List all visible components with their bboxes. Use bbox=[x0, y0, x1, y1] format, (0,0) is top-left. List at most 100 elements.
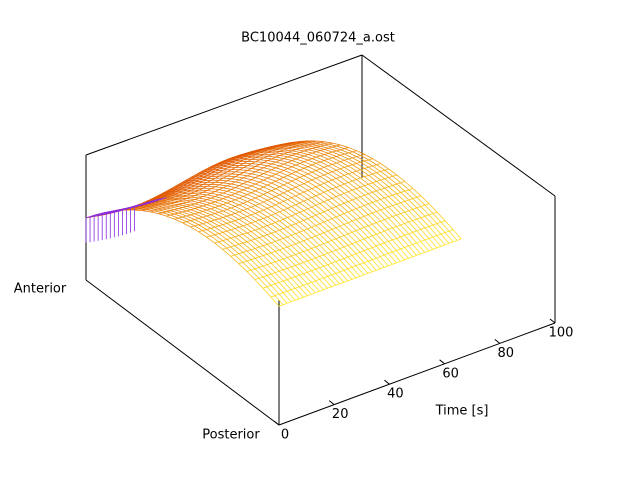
surface-line bbox=[195, 180, 204, 183]
surface-line bbox=[307, 181, 317, 188]
surface-line bbox=[170, 194, 179, 197]
surface-line bbox=[263, 209, 272, 216]
surface-line bbox=[283, 192, 292, 199]
surface-line bbox=[174, 185, 184, 189]
surface-line bbox=[207, 177, 216, 180]
surface-line bbox=[271, 206, 280, 213]
surface-line bbox=[412, 232, 422, 242]
surface-line bbox=[359, 252, 369, 262]
surface-line bbox=[316, 151, 325, 155]
surface-line bbox=[303, 240, 312, 249]
surface-line bbox=[238, 235, 248, 243]
surface-line bbox=[316, 156, 325, 161]
surface-line bbox=[154, 194, 163, 198]
surface-line bbox=[215, 191, 224, 194]
surface-line bbox=[315, 177, 325, 184]
surface-line bbox=[150, 200, 159, 203]
surface-line bbox=[223, 187, 232, 190]
surface-line bbox=[432, 224, 442, 235]
surface-line bbox=[295, 276, 304, 286]
surface-line bbox=[238, 263, 248, 272]
surface-line bbox=[178, 204, 187, 207]
surface-line bbox=[243, 195, 252, 201]
surface-line bbox=[246, 203, 430, 272]
surface-line bbox=[340, 149, 349, 154]
surface-line bbox=[271, 158, 280, 161]
surface-line bbox=[231, 189, 240, 193]
surface-line bbox=[162, 205, 171, 208]
surface-line bbox=[150, 205, 159, 208]
surface-line bbox=[170, 206, 179, 209]
surface-line bbox=[178, 212, 187, 217]
surface-line bbox=[235, 181, 244, 185]
surface-line bbox=[211, 175, 220, 177]
surface-line bbox=[206, 222, 215, 228]
surface-line bbox=[311, 248, 320, 257]
box-edge bbox=[85, 279, 280, 426]
surface-line bbox=[347, 233, 357, 243]
surface-line bbox=[202, 211, 211, 216]
surface-line bbox=[347, 245, 357, 255]
surface-line bbox=[336, 169, 345, 176]
surface-line bbox=[287, 257, 296, 266]
surface-line bbox=[319, 213, 329, 221]
surface-line bbox=[267, 160, 276, 163]
surface-line bbox=[215, 186, 224, 189]
surface-line bbox=[210, 197, 220, 201]
surface-line bbox=[380, 189, 389, 197]
surface-line bbox=[292, 146, 301, 149]
surface-line bbox=[166, 189, 176, 193]
surface-line bbox=[282, 280, 292, 291]
surface-line bbox=[258, 228, 268, 236]
surface-line bbox=[327, 220, 337, 229]
surface-line bbox=[347, 256, 357, 267]
surface-line bbox=[270, 296, 280, 307]
surface-line bbox=[372, 182, 381, 190]
surface-line bbox=[230, 207, 240, 213]
surface-line bbox=[331, 179, 341, 186]
surface-line bbox=[146, 202, 155, 205]
surface-line bbox=[259, 219, 268, 226]
surface-line bbox=[311, 171, 321, 177]
surface-line bbox=[295, 223, 304, 231]
surface-line bbox=[254, 279, 264, 289]
surface-line bbox=[258, 256, 268, 265]
surface-line bbox=[287, 208, 296, 215]
surface-line bbox=[324, 154, 333, 159]
surface-line bbox=[263, 201, 272, 208]
surface-line bbox=[343, 213, 353, 222]
surface-line bbox=[371, 247, 381, 257]
surface-line bbox=[352, 180, 361, 188]
surface-line bbox=[376, 181, 385, 189]
surface-line bbox=[376, 172, 385, 180]
surface-line bbox=[190, 196, 199, 199]
surface-line bbox=[308, 149, 317, 153]
surface-line bbox=[214, 226, 224, 233]
surface-line bbox=[203, 170, 212, 173]
surface-line bbox=[335, 196, 345, 204]
surface-line bbox=[138, 205, 147, 207]
surface-line bbox=[271, 223, 280, 231]
surface-line bbox=[259, 147, 269, 151]
surface-line bbox=[263, 173, 272, 177]
surface-line bbox=[368, 214, 377, 223]
surface-line bbox=[210, 214, 220, 220]
surface-line bbox=[332, 142, 341, 146]
surface-line bbox=[191, 179, 200, 182]
surface-line bbox=[316, 143, 325, 146]
surface-line bbox=[416, 230, 426, 241]
surface-line bbox=[291, 150, 301, 153]
surface-line bbox=[266, 275, 276, 285]
surface-line bbox=[166, 207, 175, 211]
surface-line bbox=[170, 203, 179, 206]
surface-line bbox=[290, 277, 300, 288]
surface-line bbox=[158, 192, 168, 196]
surface-line bbox=[247, 187, 256, 192]
surface-line bbox=[376, 164, 385, 171]
surface-line bbox=[259, 159, 268, 162]
surface-line bbox=[154, 197, 163, 200]
surface-line bbox=[319, 223, 329, 232]
surface-line bbox=[230, 229, 240, 236]
surface-line bbox=[432, 236, 442, 247]
surface-line bbox=[198, 202, 208, 206]
